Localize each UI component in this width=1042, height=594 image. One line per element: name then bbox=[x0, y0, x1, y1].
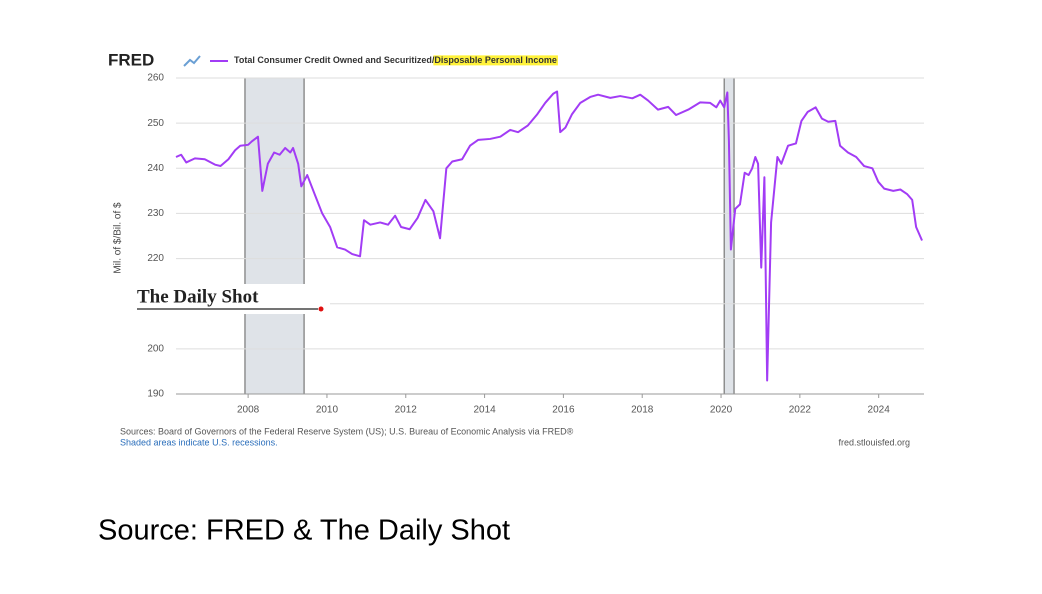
fred-logo: FRED bbox=[108, 50, 154, 69]
y-tick-label: 200 bbox=[147, 343, 164, 354]
recession-note: Shaded areas indicate U.S. recessions. bbox=[120, 437, 278, 447]
y-axis-label: Mil. of $/Bil. of $ bbox=[113, 202, 124, 274]
y-tick-label: 230 bbox=[147, 208, 164, 219]
y-tick-label: 250 bbox=[147, 118, 164, 129]
x-tick-label: 2016 bbox=[552, 405, 575, 416]
plot: 1902002102202302402502602008201020122014… bbox=[132, 73, 924, 416]
sources: Sources: Board of Governors of the Feder… bbox=[120, 426, 574, 436]
y-tick-label: 240 bbox=[147, 163, 164, 174]
x-tick-label: 2012 bbox=[395, 405, 418, 416]
site: fred.stlouisfed.org bbox=[838, 437, 910, 447]
y-tick-label: 260 bbox=[147, 73, 164, 84]
x-tick-label: 2008 bbox=[237, 405, 260, 416]
x-tick-label: 2018 bbox=[631, 405, 654, 416]
recession bbox=[244, 78, 305, 394]
x-tick-label: 2010 bbox=[316, 405, 339, 416]
x-tick-label: 2014 bbox=[473, 405, 496, 416]
fred-icon bbox=[183, 55, 201, 67]
y-tick-label: 190 bbox=[147, 389, 164, 400]
caption: Source: FRED & The Daily Shot bbox=[98, 515, 510, 547]
recession bbox=[724, 78, 735, 394]
legend-label: Total Consumer Credit Owned and Securiti… bbox=[234, 55, 557, 65]
watermark-dot bbox=[318, 306, 324, 312]
y-tick-label: 220 bbox=[147, 253, 164, 264]
legend-highlight bbox=[433, 55, 558, 66]
x-tick-label: 2024 bbox=[868, 405, 891, 416]
watermark: The Daily Shot bbox=[137, 286, 259, 307]
x-tick-label: 2020 bbox=[710, 405, 733, 416]
x-tick-label: 2022 bbox=[789, 405, 812, 416]
data-line bbox=[175, 90, 923, 382]
